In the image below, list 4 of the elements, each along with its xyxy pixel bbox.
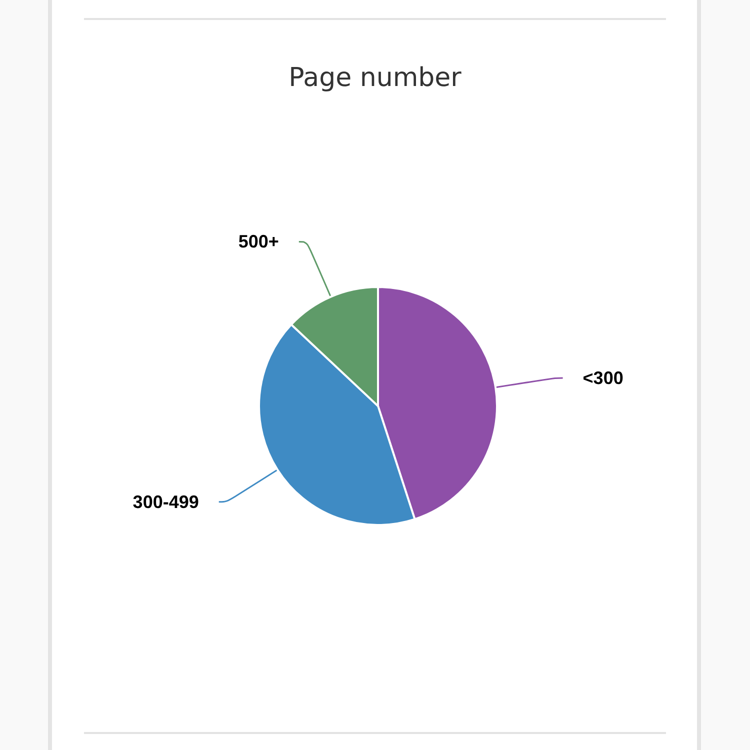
slice-label: 300-499 xyxy=(132,492,199,512)
slice-label: <300 xyxy=(582,368,624,388)
chart-title: Page number xyxy=(288,63,462,93)
slice-label: 500+ xyxy=(238,232,279,252)
